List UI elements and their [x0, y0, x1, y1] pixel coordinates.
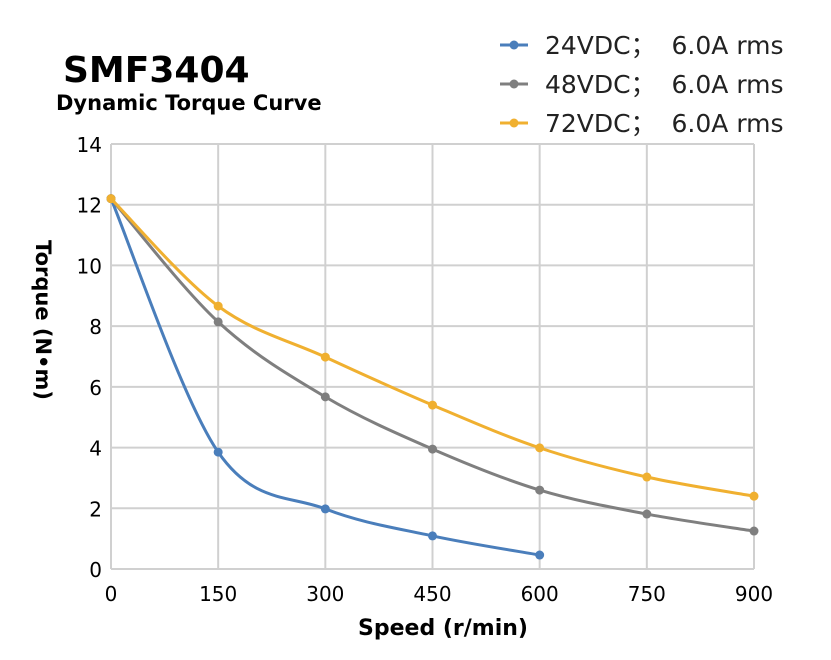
x-tick-label: 300	[306, 582, 344, 606]
data-point	[320, 352, 330, 362]
chart-subtitle: Dynamic Torque Curve	[56, 91, 322, 115]
x-tick-label: 150	[199, 582, 237, 606]
x-tick-label: 450	[413, 582, 451, 606]
legend-label: 48VDC； 6.0A rms	[545, 70, 784, 99]
legend-marker	[509, 118, 519, 128]
legend-label: 72VDC； 6.0A rms	[545, 109, 784, 138]
data-point	[213, 317, 223, 327]
legend-marker	[509, 40, 519, 50]
legend-marker	[509, 79, 519, 89]
grid	[110, 143, 755, 570]
legend-label: 24VDC； 6.0A rms	[545, 31, 784, 60]
data-point	[106, 194, 116, 204]
y-tick-label: 2	[89, 497, 102, 521]
legend: 24VDC； 6.0A rms 48VDC； 6.0A rms 72VDC； 6.0…	[500, 31, 784, 138]
data-point	[428, 400, 437, 410]
series-lines	[106, 194, 759, 560]
series-line-0	[109, 198, 540, 557]
chart-title: SMF3404	[63, 50, 250, 91]
tick-labels: 0 150 300 450 600 750 900 0 2 4 6 8 10 12 14	[77, 133, 774, 606]
y-tick-label: 0	[89, 558, 102, 582]
data-point	[749, 526, 759, 536]
y-tick-label: 12	[77, 194, 102, 218]
data-point	[428, 531, 437, 541]
x-tick-label: 600	[521, 582, 559, 606]
x-tick-label: 900	[735, 582, 773, 606]
data-point	[749, 491, 759, 501]
data-point	[642, 472, 652, 482]
y-tick-label: 8	[89, 315, 102, 339]
y-tick-label: 4	[89, 437, 102, 461]
x-tick-label: 750	[628, 582, 666, 606]
x-axis-label: Speed (r/min)	[358, 616, 528, 641]
data-point	[320, 392, 330, 402]
y-axis-label: Torque (N•m)	[31, 240, 55, 400]
y-tick-label: 6	[89, 376, 102, 400]
data-point	[428, 444, 437, 454]
data-point	[535, 485, 545, 495]
data-point	[320, 504, 330, 514]
data-point	[642, 509, 652, 519]
y-tick-label: 10	[77, 254, 102, 278]
data-point	[535, 550, 545, 560]
x-tick-label: 0	[105, 582, 118, 606]
data-point	[535, 443, 545, 453]
data-point	[213, 447, 223, 457]
data-point	[213, 301, 223, 311]
y-tick-label: 14	[77, 133, 102, 157]
